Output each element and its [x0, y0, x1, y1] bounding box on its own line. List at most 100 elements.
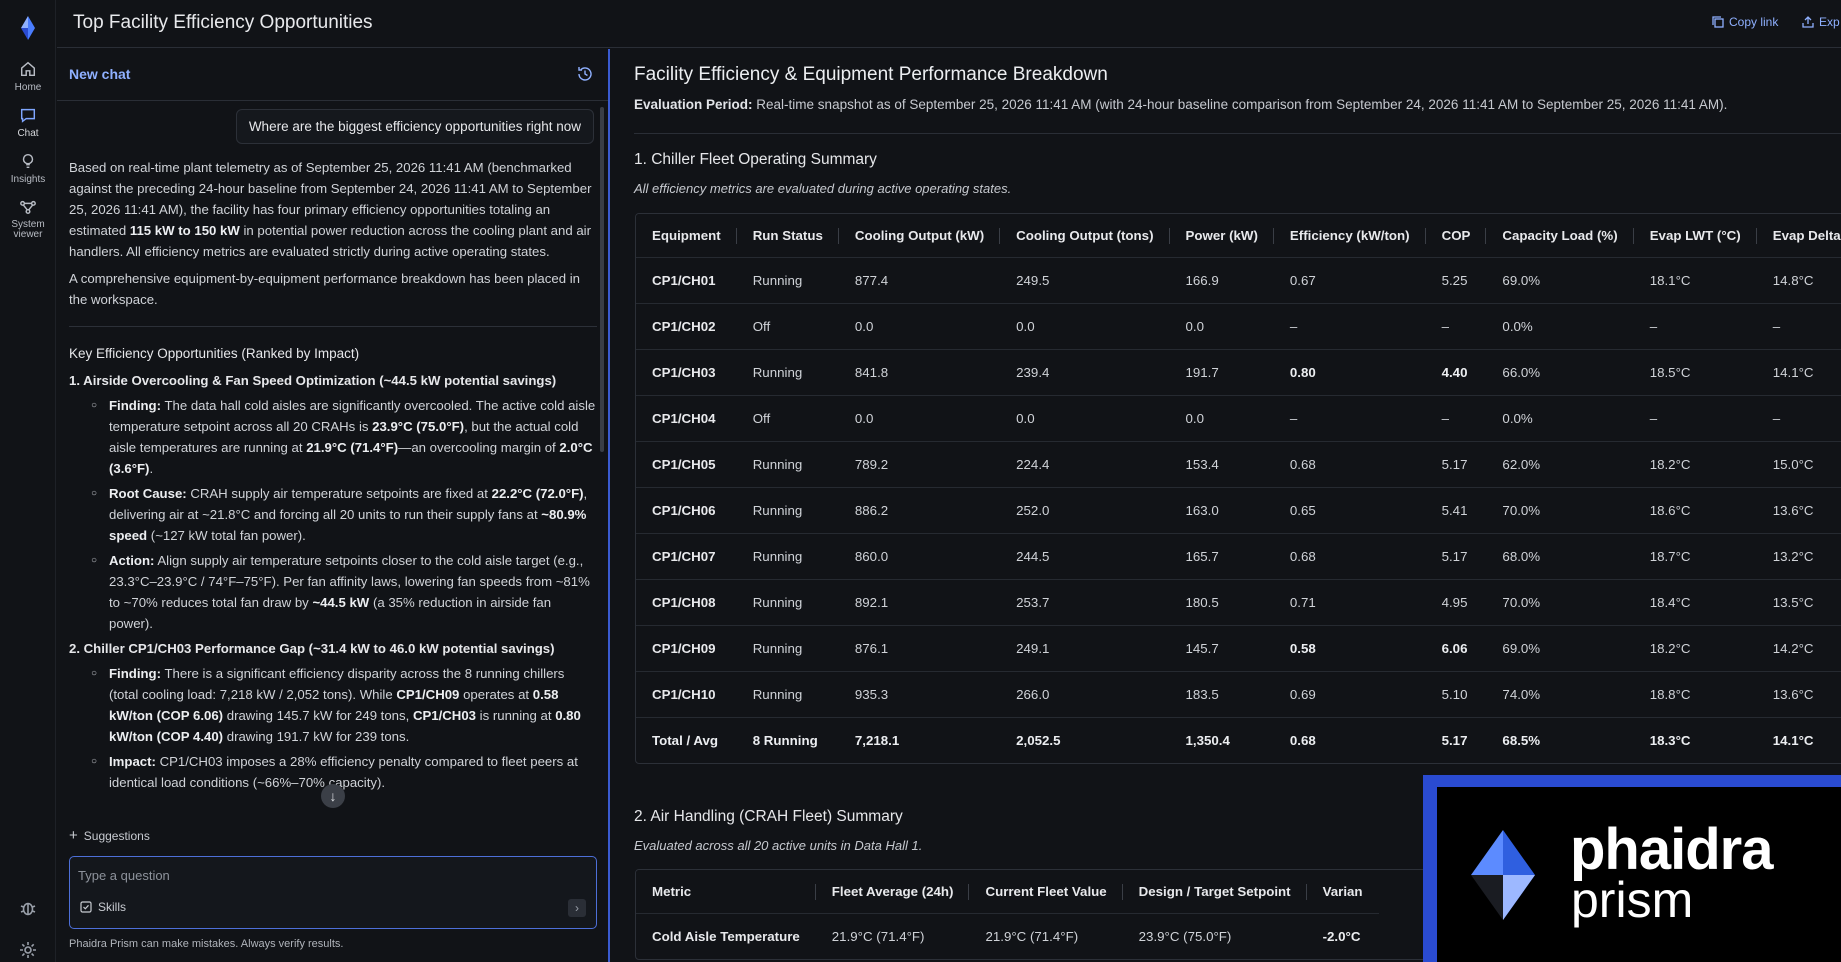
table-cell: CP1/CH05: [636, 440, 737, 487]
table-cell: 5.17: [1425, 532, 1487, 579]
table-row[interactable]: CP1/CH01 Running 877.4 249.5 166.9 0.67 5.25 69…: [636, 256, 1841, 303]
skills-label: Skills: [98, 900, 127, 914]
table-cell: 13.6°C: [1756, 486, 1841, 533]
bug-icon[interactable]: [18, 898, 38, 918]
table-cell: 266.0: [1000, 670, 1170, 717]
nav-item-insights[interactable]: Insights: [0, 152, 56, 185]
table-cell: 191.7: [1169, 348, 1274, 395]
table-cell: Off: [736, 302, 839, 349]
nav-rail: Home Chat Insights System viewer: [0, 0, 56, 962]
table-row[interactable]: CP1/CH04 Off 0.0 0.0 0.0– –0.0% – –: [636, 394, 1841, 441]
table-row[interactable]: Cold Aisle Temperature 21.9°C (71.4°F) 21.…: [636, 912, 1379, 959]
table-cell: 876.1: [838, 624, 1001, 671]
table-cell: Running: [736, 670, 839, 717]
system-viewer-icon: [20, 200, 36, 215]
table-cell: –: [1633, 302, 1757, 349]
table-cell: 0.0: [838, 394, 1001, 441]
crah-table: Metric Fleet Average (24h) Current Fleet V…: [636, 870, 1379, 959]
table-cell: –: [1633, 394, 1757, 441]
table-cell: 166.9: [1169, 256, 1274, 303]
table-cell: 0.80: [1273, 348, 1426, 395]
table-row[interactable]: CP1/CH03 Running 841.8 239.4 191.7 0.80 4.40 66…: [636, 348, 1841, 395]
chat-scrollbar[interactable]: [600, 107, 604, 452]
scroll-down-button[interactable]: ↓: [321, 784, 345, 808]
column-header: Fleet Average (24h): [815, 870, 970, 913]
skills-button[interactable]: Skills: [80, 900, 126, 914]
chat-panel: New chat Where are the biggest efficienc…: [57, 49, 610, 962]
table-row[interactable]: Total / Avg 8 Running 7,218.1 2,052.5 1,350.…: [636, 716, 1841, 763]
divider: [69, 326, 597, 327]
table-cell: 0.68: [1273, 440, 1426, 487]
app-logo-icon[interactable]: [14, 14, 42, 42]
new-chat-button[interactable]: New chat: [69, 66, 131, 82]
column-header: COP: [1425, 214, 1487, 257]
arrow-down-icon: ↓: [329, 788, 337, 804]
table-row[interactable]: CP1/CH08 Running 892.1 253.7 180.5 0.71 4.95 70…: [636, 578, 1841, 625]
plus-icon: +: [69, 827, 78, 844]
column-header: Metric: [636, 870, 816, 913]
table-row[interactable]: CP1/CH05 Running 789.2 224.4 153.4 0.68 5.17 62…: [636, 440, 1841, 487]
table-cell: Off: [736, 394, 839, 441]
table-cell: 68.0%: [1486, 532, 1634, 579]
section-note-crah: Evaluated across all 20 active units in …: [634, 838, 923, 853]
table-cell: Running: [736, 532, 839, 579]
question-input[interactable]: [78, 865, 578, 885]
table-cell: 15.0°C: [1756, 440, 1841, 487]
table-cell: –: [1756, 394, 1841, 441]
opportunity-item: 1. Airside Overcooling & Fan Speed Optim…: [69, 370, 597, 634]
table-row[interactable]: CP1/CH02 Off 0.0 0.0 0.0– –0.0% – –: [636, 302, 1841, 349]
table-cell: 14.8°C: [1756, 256, 1841, 303]
brand-panel: phaidra prism: [1437, 787, 1841, 962]
table-row[interactable]: CP1/CH06 Running 886.2 252.0 163.0 0.65 5.41 70…: [636, 486, 1841, 533]
nav-item-system-viewer[interactable]: System viewer: [0, 198, 56, 240]
table-cell: 183.5: [1169, 670, 1274, 717]
copy-icon: [1712, 16, 1724, 28]
table-cell: CP1/CH04: [636, 394, 737, 441]
column-header: Capacity Load (%): [1486, 214, 1634, 257]
table-row[interactable]: CP1/CH09 Running 876.1 249.1 145.7 0.58 6.06 69…: [636, 624, 1841, 671]
copy-link-button[interactable]: Copy link: [1712, 15, 1778, 29]
table-cell: 18.8°C: [1633, 670, 1757, 717]
chat-icon: [20, 108, 36, 123]
table-cell: 14.1°C: [1756, 716, 1841, 763]
table-cell: 0.0: [838, 302, 1001, 349]
nav-item-label: Chat: [17, 128, 39, 139]
table-cell: 860.0: [838, 532, 1001, 579]
nav-item-home[interactable]: Home: [0, 60, 56, 93]
column-header: Current Fleet Value: [969, 870, 1123, 913]
table-cell: CP1/CH03: [636, 348, 737, 395]
table-cell: Running: [736, 348, 839, 395]
column-header: Run Status: [736, 214, 840, 257]
finding-bullet: Finding: The data hall cold aisles are s…: [91, 395, 597, 479]
nav-item-chat[interactable]: Chat: [0, 100, 56, 144]
table-cell: 5.17: [1425, 716, 1487, 763]
table-header-row: Equipment Run Status Cooling Output (kW) Co…: [636, 214, 1841, 257]
lightbulb-icon: [22, 153, 34, 169]
table-cell: 6.06: [1425, 624, 1487, 671]
table-row[interactable]: CP1/CH10 Running 935.3 266.0 183.5 0.69 5.10 74…: [636, 670, 1841, 717]
table-cell: 66.0%: [1486, 348, 1634, 395]
suggestions-toggle[interactable]: + Suggestions: [69, 827, 150, 844]
export-button[interactable]: Exp: [1802, 15, 1840, 29]
section-title-crah: 2. Air Handling (CRAH Fleet) Summary: [634, 808, 903, 825]
gear-icon[interactable]: [18, 940, 38, 960]
table-cell: 4.95: [1425, 578, 1487, 625]
table-cell: 18.6°C: [1633, 486, 1757, 533]
copy-link-label: Copy link: [1729, 15, 1779, 29]
opportunity-item: 2. Chiller CP1/CH03 Performance Gap (~31…: [69, 638, 597, 793]
chiller-table-container[interactable]: Equipment Run Status Cooling Output (kW) Co…: [635, 213, 1841, 764]
crah-table-container[interactable]: Metric Fleet Average (24h) Current Fleet V…: [635, 869, 1841, 960]
table-cell: 0.69: [1273, 670, 1426, 717]
table-cell: –: [1273, 302, 1426, 349]
export-label: Exp: [1819, 15, 1840, 29]
table-cell: 0.0: [1000, 302, 1170, 349]
history-icon[interactable]: [576, 65, 594, 83]
table-cell: 0.58: [1273, 624, 1426, 671]
table-cell: CP1/CH08: [636, 578, 737, 625]
send-button[interactable]: ›: [568, 899, 586, 917]
table-row[interactable]: CP1/CH07 Running 860.0 244.5 165.7 0.68 5.17 68…: [636, 532, 1841, 579]
key-opportunities-heading: Key Efficiency Opportunities (Ranked by …: [69, 346, 360, 361]
table-cell: Running: [736, 486, 839, 533]
table-cell: -2.0°C: [1306, 912, 1379, 959]
workspace-panel: Facility Efficiency & Equipment Performa…: [612, 49, 1841, 962]
